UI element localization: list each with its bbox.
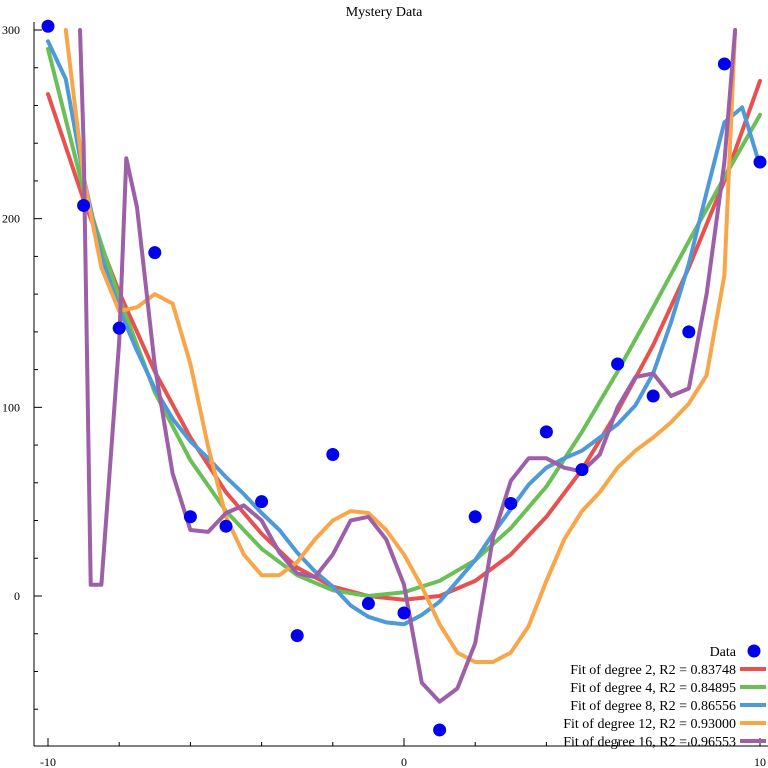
data-point — [646, 389, 660, 403]
data-point — [504, 497, 518, 511]
data-point — [611, 357, 625, 371]
legend-marker-data — [747, 644, 761, 658]
y-tick-label: 0 — [14, 589, 20, 603]
x-tick-label: -10 — [40, 755, 56, 768]
data-point — [326, 448, 340, 461]
data-point — [361, 597, 375, 611]
plot-area — [41, 19, 767, 737]
data-point — [397, 606, 411, 620]
y-tick-label: 200 — [2, 212, 20, 226]
data-point — [433, 723, 447, 737]
legend-label: Fit of degree 4, R2 = 0.84895 — [570, 681, 736, 696]
data-point — [575, 463, 589, 477]
x-tick-label: 0 — [401, 755, 407, 768]
chart-title: Mystery Data — [346, 5, 423, 20]
y-tick-label: 100 — [2, 400, 20, 414]
fit-line-degree-4 — [46, 46, 762, 598]
data-point — [753, 155, 767, 169]
data-points — [41, 19, 767, 737]
fit-line-degree-8 — [46, 39, 762, 627]
legend-label: Fit of degree 16, R2 = 0.96553 — [563, 735, 736, 750]
data-point — [290, 629, 304, 643]
data-point — [468, 510, 482, 524]
data-point — [682, 325, 696, 339]
data-point — [112, 321, 126, 335]
data-point — [183, 510, 197, 524]
fit-lines — [46, 28, 762, 704]
fit-line-degree-2 — [46, 78, 762, 602]
data-point — [148, 246, 162, 260]
legend-label: Fit of degree 8, R2 = 0.86556 — [570, 699, 736, 714]
x-tick-label: 10 — [754, 755, 766, 768]
data-point — [41, 19, 55, 33]
data-point — [255, 495, 269, 509]
legend-label: Fit of degree 2, R2 = 0.83748 — [570, 663, 736, 678]
y-tick-label: 300 — [2, 23, 20, 37]
fit-line-degree-12 — [63, 28, 738, 664]
data-point — [717, 57, 731, 71]
data-point — [539, 425, 553, 439]
data-point — [219, 519, 233, 533]
data-point — [77, 198, 91, 212]
legend: Data Fit of degree 2, R2 = 0.83748 Fit of … — [563, 644, 766, 750]
fit-line-degree-16 — [78, 28, 738, 704]
axes: 0 100 200 300 -10 0 10 — [2, 22, 768, 768]
legend-label: Fit of degree 12, R2 = 0.93000 — [563, 717, 736, 732]
legend-label: Data — [710, 645, 737, 660]
